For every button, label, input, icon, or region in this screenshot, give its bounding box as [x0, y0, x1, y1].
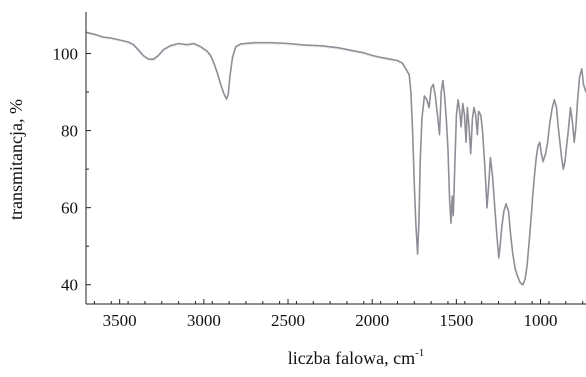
- spectrum-series-line: [85, 31, 586, 286]
- y-axis-ticks: 40 60 80 100: [53, 45, 91, 295]
- y-tick-label: 60: [61, 199, 78, 218]
- x-axis-title-superscript: -1: [415, 347, 424, 359]
- x-axis-title-text: liczba falowa, cm: [288, 348, 415, 368]
- spectrum-shadow-line: [85, 33, 586, 287]
- y-tick-label: 40: [61, 276, 78, 295]
- y-tick-label: 100: [53, 45, 79, 64]
- x-axis-title: liczba falowa, cm-1: [288, 347, 425, 368]
- plot-area: [85, 31, 586, 287]
- x-tick-label: 3000: [187, 311, 221, 330]
- x-tick-label: 3500: [103, 311, 137, 330]
- x-axis-ticks: 3500 3000 2500 2000 1500 1000: [93, 299, 584, 330]
- x-tick-label: 2500: [271, 311, 305, 330]
- y-axis-title: transmitancja, %: [6, 99, 26, 220]
- x-tick-label: 1000: [524, 311, 558, 330]
- x-tick-label: 1500: [439, 311, 473, 330]
- x-tick-label: 2000: [355, 311, 389, 330]
- y-tick-label: 80: [61, 122, 78, 141]
